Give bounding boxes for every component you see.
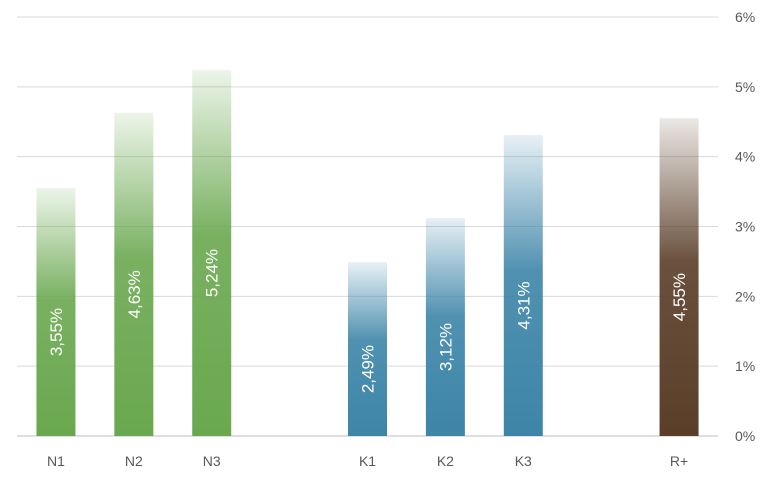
data-label: 4,63% <box>125 270 144 318</box>
y-tick-label: 0% <box>735 428 755 444</box>
data-label: 2,49% <box>359 345 378 393</box>
bar-k2 <box>425 218 465 436</box>
x-tick-label: N2 <box>125 453 143 469</box>
data-label: 4,55% <box>670 273 689 321</box>
bar-rplus <box>659 118 699 436</box>
data-label: 3,55% <box>47 308 66 356</box>
bar-k3 <box>503 135 543 437</box>
bar-n3 <box>192 70 232 436</box>
y-tick-label: 6% <box>735 9 755 25</box>
x-tick-label: K3 <box>515 453 532 469</box>
data-label: 5,24% <box>203 249 222 297</box>
x-tick-label: N3 <box>203 453 221 469</box>
bar-n2 <box>114 112 154 437</box>
y-tick-label: 3% <box>735 219 755 235</box>
bar-k1 <box>348 262 387 436</box>
y-tick-label: 4% <box>735 149 755 165</box>
y-axis: 0% 1% 2% 3% 4% 5% 6% <box>735 9 755 444</box>
data-label: 3,12% <box>436 323 455 371</box>
bars <box>36 70 699 437</box>
bar-n1 <box>36 188 76 436</box>
y-tick-label: 5% <box>735 79 755 95</box>
x-tick-label: K2 <box>437 453 454 469</box>
data-labels: 3,55% 4,63% 5,24% 2,49% 3,12% 4,31% 4,55% <box>47 249 689 393</box>
x-tick-label: R+ <box>670 453 688 469</box>
x-axis: N1 N2 N3 K1 K2 K3 R+ <box>47 453 688 469</box>
y-tick-label: 2% <box>735 288 755 304</box>
y-tick-label: 1% <box>735 358 755 374</box>
data-label: 4,31% <box>514 281 533 329</box>
x-tick-label: K1 <box>359 453 376 469</box>
x-tick-label: N1 <box>47 453 65 469</box>
